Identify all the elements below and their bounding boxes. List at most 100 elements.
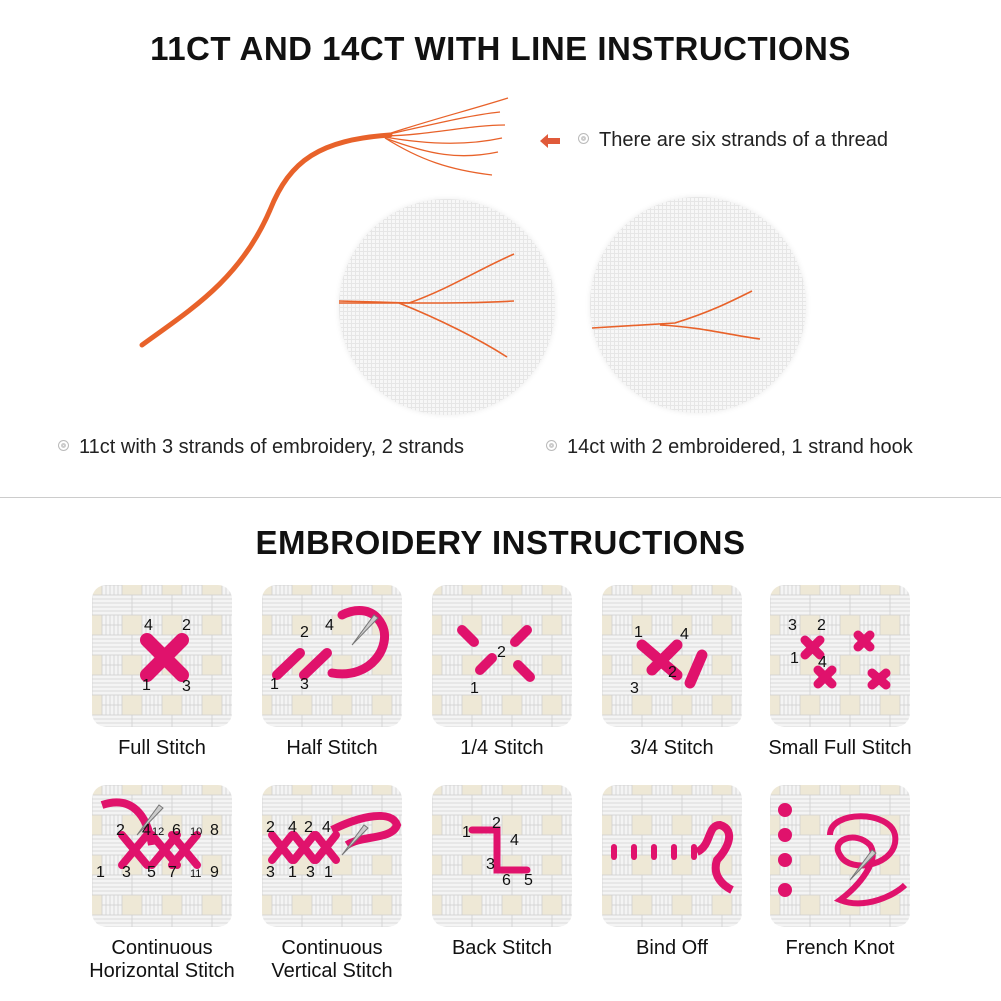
stitch-step-number: 1 bbox=[790, 650, 799, 667]
stitch-thread bbox=[272, 606, 390, 680]
stitch-step-number: 7 bbox=[168, 864, 177, 881]
stitch-step-number: 6 bbox=[502, 872, 511, 889]
stitch-step-number: 4 bbox=[510, 832, 519, 849]
stitch-step-number: 2 bbox=[182, 617, 191, 634]
stitch-diagram: 2 4 2 43 1 3 1 bbox=[262, 785, 402, 927]
caption-11ct-text: 11ct with 3 strands of embroidery, 2 str… bbox=[79, 436, 464, 458]
stitch-step-number: 2 bbox=[266, 819, 275, 836]
stitch-step-number: 3 bbox=[122, 864, 131, 881]
stitch-label-half-stitch: Half Stitch bbox=[286, 737, 378, 759]
stitch-thread bbox=[636, 639, 708, 689]
thread-illustration bbox=[139, 97, 509, 348]
caption-14ct: 14ct with 2 embroidered, 1 strand hook bbox=[546, 436, 913, 459]
stitch-step-number: 1 bbox=[96, 864, 105, 881]
stitch-tile-french-knot bbox=[770, 785, 910, 927]
stitch-step-number: 4 bbox=[680, 626, 689, 643]
stitch-step-number: 3 bbox=[300, 676, 309, 693]
stitch-tile-full-stitch: 4 2 1 3 bbox=[92, 585, 232, 727]
stitch-step-number: 4 bbox=[322, 819, 331, 836]
stitch-step-number: 4 bbox=[818, 654, 827, 671]
stitch-thread bbox=[468, 826, 531, 874]
stitch-thread bbox=[268, 811, 402, 864]
stitch-step-number: 2 bbox=[492, 815, 501, 832]
stitch-diagram: 21 bbox=[432, 585, 572, 727]
section-title-embroidery: EMBROIDERY INSTRUCTIONS bbox=[255, 524, 746, 561]
stitch-thread bbox=[457, 625, 535, 682]
stitch-step-number: 2 bbox=[304, 819, 313, 836]
thread-note: There are six strands of a thread bbox=[578, 129, 888, 152]
stitch-tile-small-full-stitch: 3 2 1 4 bbox=[770, 585, 910, 727]
stitch-step-number: 4 bbox=[325, 617, 334, 634]
stitch-step-number: 3 bbox=[306, 864, 315, 881]
stitch-diagram: 1 4 2 3 bbox=[602, 585, 742, 727]
stitch-step-number: 2 bbox=[817, 617, 826, 634]
stitch-thread bbox=[140, 633, 189, 682]
stitch-diagram bbox=[770, 785, 910, 927]
stitch-step-number: 3 bbox=[486, 856, 495, 873]
fabric-14ct bbox=[590, 197, 806, 413]
caption-11ct: 11ct with 3 strands of embroidery, 2 str… bbox=[58, 436, 464, 459]
bullet-icon bbox=[546, 440, 557, 451]
stitch-step-number: 3 bbox=[182, 678, 191, 695]
stitch-label-back-stitch: Back Stitch bbox=[451, 937, 553, 959]
stitch-step-number: 1 bbox=[462, 824, 471, 841]
stitch-step-number: 12 bbox=[152, 826, 164, 838]
stitch-step-number: 3 bbox=[266, 864, 275, 881]
thread-3-strands bbox=[338, 253, 515, 358]
stitch-tile-continuous-horizontal-stitch: 2 4 12 6 10 8 1 3 5 7 11 9 bbox=[92, 785, 232, 927]
stitch-step-number: 1 bbox=[470, 680, 479, 697]
stitch-label-continuous-vertical-stitch: Continuous Vertical Stitch bbox=[271, 937, 393, 982]
stitch-step-number: 1 bbox=[142, 677, 151, 694]
stitch-diagram: 3 2 1 4 bbox=[770, 585, 910, 727]
thread-2-strands bbox=[591, 290, 761, 340]
stitch-label-3-4-stitch: 3/4 Stitch bbox=[630, 737, 714, 759]
stitch-label-full-stitch: Full Stitch bbox=[118, 737, 206, 759]
stitch-thread bbox=[778, 803, 908, 907]
stitch-step-number: 4 bbox=[288, 819, 297, 836]
section-title-thread: 11CT AND 14CT WITH LINE INSTRUCTIONS bbox=[150, 30, 851, 67]
bullet-icon bbox=[58, 440, 69, 451]
stitch-thread bbox=[611, 820, 734, 894]
stitch-step-number: 3 bbox=[630, 680, 639, 697]
stitch-step-number: 4 bbox=[144, 617, 153, 634]
stitch-diagram bbox=[602, 785, 742, 927]
stitch-step-number: 2 bbox=[668, 664, 677, 681]
stitch-label-french-knot: French Knot bbox=[785, 937, 895, 959]
stitch-thread bbox=[100, 798, 201, 869]
arrow-left-icon bbox=[540, 134, 560, 148]
stitch-step-number: 1 bbox=[270, 676, 279, 693]
stitch-step-number: 11 bbox=[190, 868, 201, 880]
stitch-diagram: 2 4 1 3 bbox=[262, 585, 402, 727]
stitch-step-number: 2 bbox=[300, 624, 309, 641]
stitch-step-number: 6 bbox=[172, 822, 181, 839]
stitch-step-number: 8 bbox=[210, 822, 219, 839]
stitch-step-number: 1 bbox=[324, 864, 333, 881]
stitch-step-number: 10 bbox=[190, 826, 202, 838]
thread-note-text: There are six strands of a thread bbox=[599, 129, 889, 151]
stitch-step-number: 9 bbox=[210, 864, 219, 881]
stitch-step-number: 5 bbox=[524, 872, 533, 889]
fabric-11ct bbox=[338, 199, 555, 415]
stitch-diagram: 2 4 12 6 10 8 1 3 5 7 11 9 bbox=[92, 785, 232, 927]
stitch-step-number: 1 bbox=[634, 624, 643, 641]
stitch-tile-bind-off bbox=[602, 785, 742, 927]
stitch-step-number: 2 bbox=[116, 822, 125, 839]
stitch-step-number: 2 bbox=[497, 644, 506, 661]
stitch-label-continuous-horizontal-stitch: Continuous Horizontal Stitch bbox=[89, 937, 235, 982]
bullet-icon bbox=[578, 133, 589, 144]
stitch-tile-3-4-stitch: 1 4 2 3 bbox=[602, 585, 742, 727]
caption-14ct-text: 14ct with 2 embroidered, 1 strand hook bbox=[567, 436, 913, 458]
stitch-diagram: 4 2 1 3 bbox=[92, 585, 232, 727]
stitch-step-number: 3 bbox=[788, 617, 797, 634]
stitch-step-number: 1 bbox=[288, 864, 297, 881]
stitch-step-number: 5 bbox=[147, 864, 156, 881]
stitch-label-small-full-stitch: Small Full Stitch bbox=[768, 737, 912, 759]
stitch-thread bbox=[800, 630, 891, 690]
stitch-step-number: 4 bbox=[142, 822, 151, 839]
stitch-label-bind-off: Bind Off bbox=[636, 937, 708, 959]
